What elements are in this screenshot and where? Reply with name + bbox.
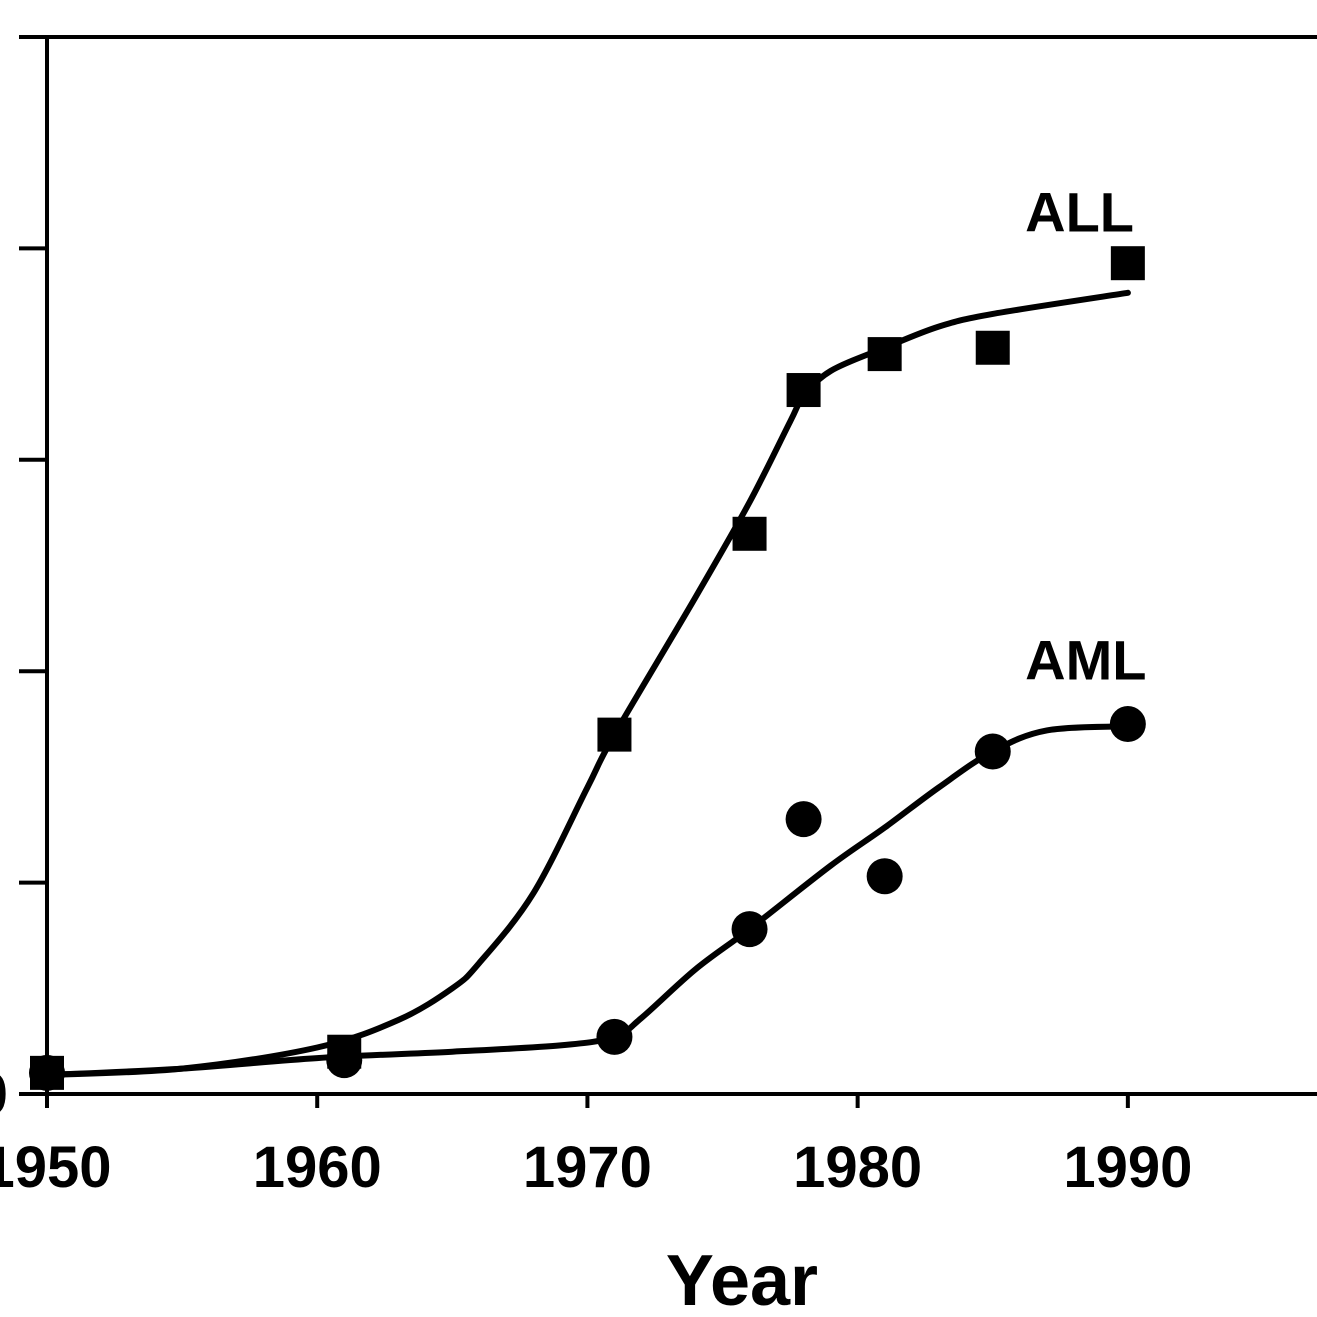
x-axis-title: Year bbox=[666, 1241, 818, 1317]
all-data-point bbox=[867, 337, 902, 372]
all-fit-line bbox=[44, 289, 1131, 1078]
all-data-point bbox=[1110, 246, 1145, 281]
aml-data-point bbox=[731, 911, 768, 948]
aml-data-point bbox=[785, 801, 822, 838]
axes bbox=[45, 35, 1317, 1096]
aml-fit-line bbox=[44, 723, 1131, 1078]
aml-data-point bbox=[974, 733, 1011, 770]
x-tick-label: 1960 bbox=[253, 1135, 382, 1200]
x-tick-label: 1950 bbox=[0, 1135, 112, 1200]
aml-data-point bbox=[29, 1054, 65, 1091]
aml-data-point bbox=[866, 858, 903, 895]
all-data-point bbox=[597, 717, 632, 752]
aml-series-label: AML bbox=[1025, 629, 1146, 692]
y-tick-label: 0 bbox=[0, 1062, 8, 1127]
series-curves bbox=[44, 289, 1131, 1078]
all-data-point bbox=[732, 516, 767, 551]
x-tick-label: 1970 bbox=[523, 1135, 652, 1200]
series-markers bbox=[29, 246, 1146, 1091]
x-axis-ticks: 1950 1960 1970 1980 1990 bbox=[0, 1094, 1192, 1200]
y-axis-ticks: 0 bbox=[0, 35, 47, 1127]
all-data-point bbox=[786, 373, 821, 408]
x-tick-label: 1990 bbox=[1063, 1135, 1192, 1200]
all-data-point bbox=[975, 330, 1010, 365]
aml-data-point bbox=[326, 1042, 363, 1079]
aml-data-point bbox=[596, 1018, 633, 1055]
all-series-label: ALL bbox=[1025, 180, 1134, 243]
x-tick-label: 1980 bbox=[793, 1135, 922, 1200]
series-annotations: ALL AML bbox=[1025, 180, 1146, 691]
aml-data-point bbox=[1109, 706, 1146, 743]
